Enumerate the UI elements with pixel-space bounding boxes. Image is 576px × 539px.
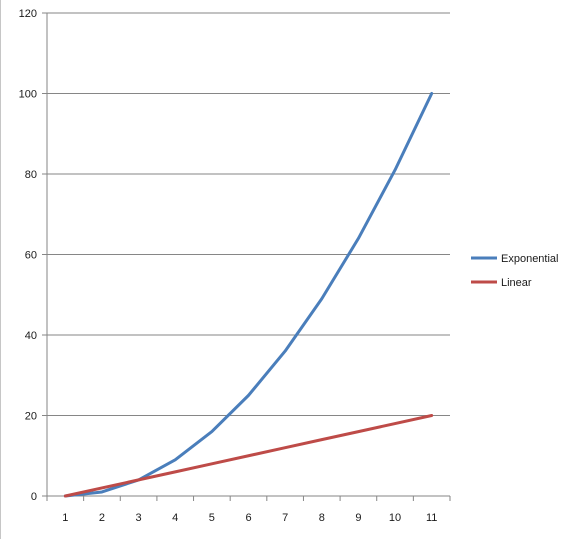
x-tick-label: 8 <box>319 512 325 524</box>
data-point-exponential <box>100 490 103 493</box>
x-tick-label: 11 <box>426 512 437 524</box>
data-point-linear <box>64 495 67 498</box>
x-tick-label: 5 <box>209 512 215 524</box>
y-tick-label: 100 <box>19 89 37 101</box>
data-point-exponential <box>174 458 177 461</box>
series-line-exponential <box>63 92 434 498</box>
data-point-linear <box>100 486 103 489</box>
data-point-linear <box>210 462 213 465</box>
gridlines <box>47 12 450 416</box>
y-tick-label: 0 <box>31 491 37 503</box>
y-tick-label: 20 <box>25 411 37 423</box>
data-point-linear <box>430 414 433 417</box>
x-tick-label: 9 <box>355 512 361 524</box>
data-point-exponential <box>394 168 397 171</box>
x-tick-label: 1 <box>62 512 68 524</box>
series-line-linear <box>63 414 434 498</box>
x-tick-label: 7 <box>282 512 288 524</box>
plot-series <box>63 92 434 498</box>
x-axis-ticks: 1 2 3 4 5 6 7 8 9 10 11 <box>46 496 451 524</box>
legend-item-linear: Linear <box>471 277 532 289</box>
legend-label: Exponential <box>501 253 559 265</box>
data-point-linear <box>394 422 397 425</box>
x-tick-label: 10 <box>389 512 401 524</box>
legend-label: Linear <box>501 277 532 289</box>
legend: Exponential Linear <box>471 253 559 289</box>
x-tick-label: 4 <box>172 512 178 524</box>
data-point-exponential <box>284 350 287 353</box>
data-point-linear <box>320 438 323 441</box>
legend-item-exponential: Exponential <box>471 253 559 265</box>
x-tick-label: 3 <box>136 512 142 524</box>
data-point-linear <box>284 446 287 449</box>
y-tick-label: 60 <box>25 250 37 262</box>
data-point-linear <box>174 470 177 473</box>
data-point-exponential <box>210 430 213 433</box>
data-point-exponential <box>320 297 323 300</box>
data-point-exponential <box>247 394 250 397</box>
data-point-exponential <box>430 92 433 95</box>
y-tick-label: 80 <box>25 169 37 181</box>
y-tick-label: 40 <box>25 330 37 342</box>
data-point-exponential <box>357 237 360 240</box>
x-tick-label: 6 <box>245 512 251 524</box>
y-tick-label: 120 <box>19 8 37 20</box>
x-tick-label: 2 <box>99 512 105 524</box>
data-point-linear <box>137 478 140 481</box>
data-point-linear <box>357 430 360 433</box>
y-axis-ticks: 0 20 40 60 80 100 120 <box>19 8 47 503</box>
data-point-linear <box>247 454 250 457</box>
